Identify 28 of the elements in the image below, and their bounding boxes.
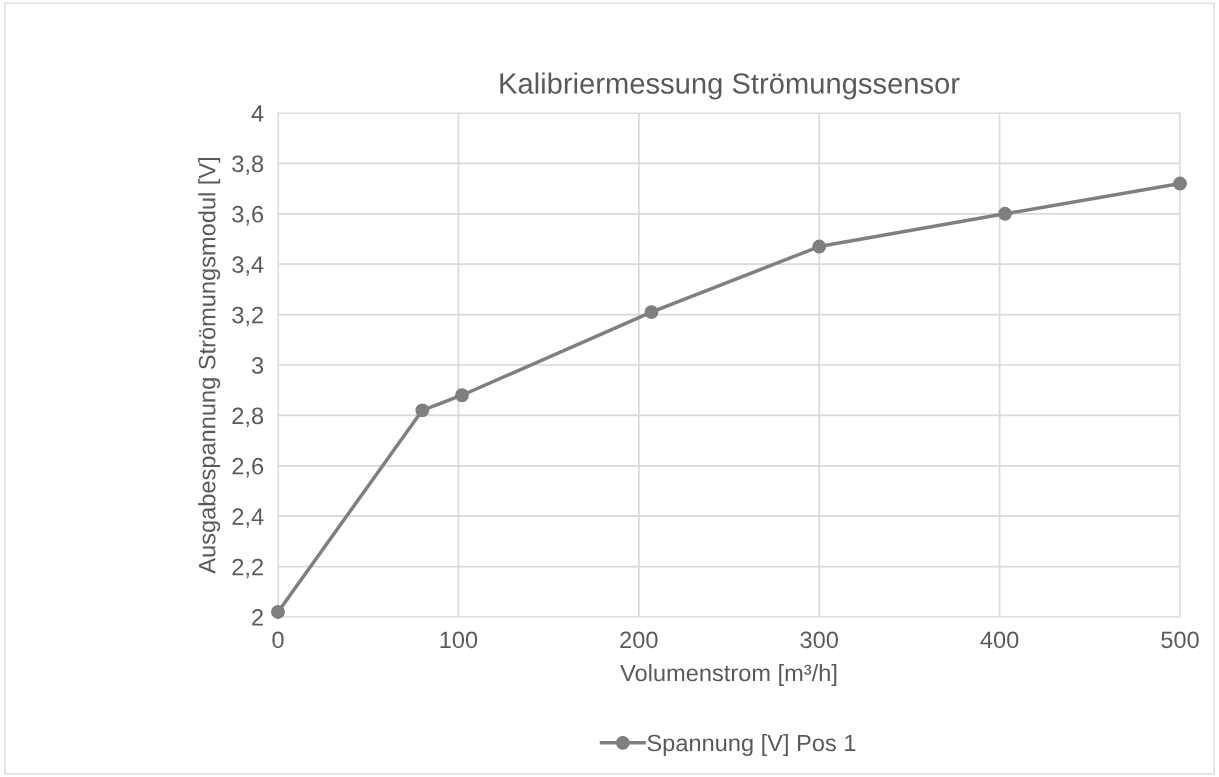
point xyxy=(455,388,469,403)
y-axis-title: Ausgabespannung Strömungsmodul [V] xyxy=(198,157,221,574)
point xyxy=(1173,176,1187,191)
y-tick-label: 2,4 xyxy=(232,508,264,528)
point xyxy=(644,305,659,320)
y-tick-label: 2,6 xyxy=(232,457,264,478)
point xyxy=(998,206,1012,221)
y-tick-label: 2 xyxy=(252,609,263,626)
point xyxy=(812,239,827,254)
y-tick-label: 4 xyxy=(251,105,264,122)
y-tick-label: 3,2 xyxy=(232,306,263,327)
x-tick-label: 0 xyxy=(272,631,284,649)
y-tick-label: 2,2 xyxy=(232,558,263,579)
y-tick-label: 3 xyxy=(251,357,264,374)
point xyxy=(415,403,430,418)
legend-label: Spannung [V] Pos 1 xyxy=(647,734,856,757)
y-tick-label: 2,8 xyxy=(232,407,264,427)
point xyxy=(271,605,285,619)
y-tick-label: 3,6 xyxy=(232,205,264,226)
y-tick-label: 3,4 xyxy=(232,256,264,276)
x-tick-label: 200 xyxy=(620,631,658,649)
y-tick-label: 3,8 xyxy=(232,155,264,175)
x-tick-label: 300 xyxy=(800,631,838,649)
x-tick-label: 500 xyxy=(1161,631,1199,649)
x-axis-title: Volumenstrom [m³/h] xyxy=(620,664,837,687)
x-tick-label: 100 xyxy=(440,631,478,649)
chart-title: Kalibriermessung Strömungssensor xyxy=(500,72,960,100)
x-tick-label: 400 xyxy=(980,631,1019,649)
